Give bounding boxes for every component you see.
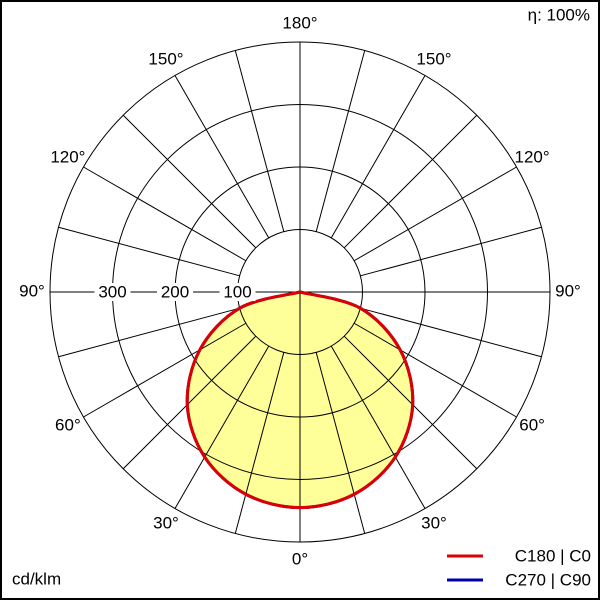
efficiency: η: 100% [528, 5, 590, 24]
angle-tick-label: 30° [421, 514, 447, 533]
spoke [83, 322, 247, 418]
legend-label: C270 | C90 [505, 570, 591, 589]
angle-tick-label: 90° [555, 281, 581, 300]
spoke [234, 50, 285, 232]
r-tick-label: 300 [98, 282, 126, 301]
unit-label: cd/klm [12, 569, 61, 588]
label-bg [219, 283, 256, 301]
spoke [315, 50, 366, 232]
r-tick-label: 200 [161, 282, 189, 301]
spoke [58, 307, 240, 358]
angle-tick-label: 150° [416, 49, 451, 68]
spoke [315, 352, 366, 534]
angle-tick-label: 30° [153, 514, 179, 533]
spoke [330, 345, 426, 509]
angle-tick-label: 90° [19, 281, 45, 300]
angle-tick-label: 60° [519, 415, 545, 434]
series-curve [185, 290, 415, 510]
spoke [343, 114, 478, 249]
spoke [353, 322, 517, 418]
spoke [122, 335, 257, 470]
angle-tick-label: 120° [515, 147, 550, 166]
spoke [360, 226, 542, 277]
angle-tick-label: 180° [282, 13, 317, 32]
label-bg [157, 283, 193, 301]
angle-tick-label: 60° [55, 415, 81, 434]
angle-tick-label: 120° [50, 147, 85, 166]
spoke [343, 335, 478, 470]
spoke [122, 114, 257, 249]
label-bg [94, 283, 131, 301]
spoke [360, 307, 542, 358]
spoke [353, 166, 517, 262]
legend-label: C180 | C0 [515, 546, 591, 565]
spoke [330, 75, 426, 239]
angle-tick-label: 0° [292, 549, 308, 568]
spoke [174, 345, 270, 509]
spoke [234, 352, 285, 534]
spoke [174, 75, 270, 239]
r-tick-label: 100 [223, 282, 251, 301]
spoke [83, 166, 247, 262]
angle-tick-label: 150° [148, 49, 183, 68]
spoke [58, 226, 240, 277]
